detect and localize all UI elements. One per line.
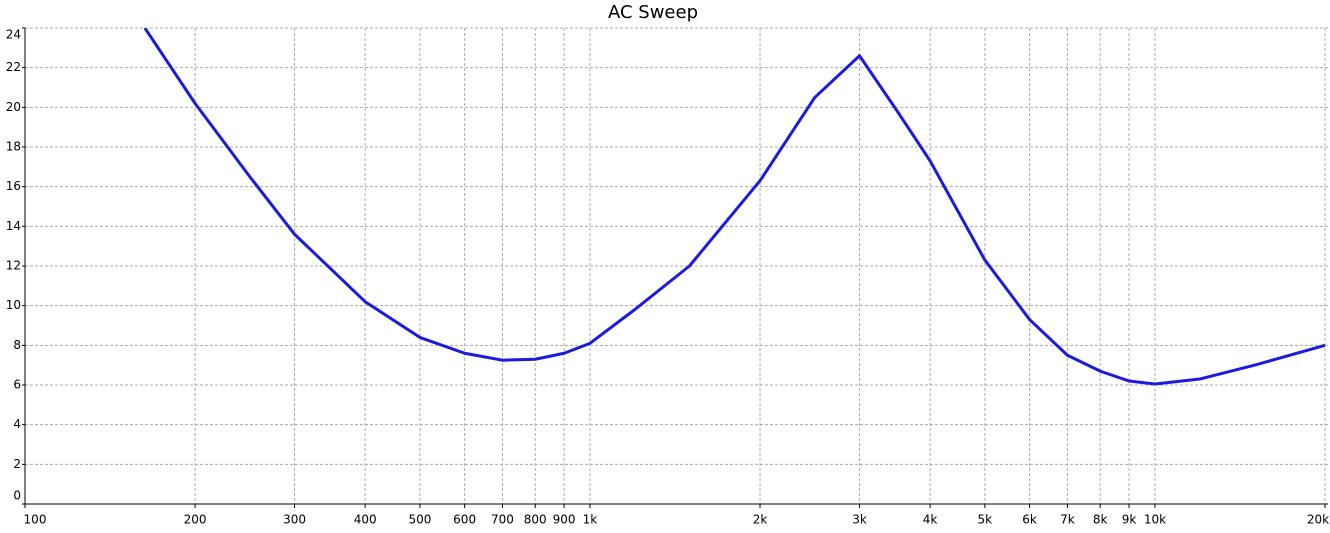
y-tick-label: 0 [13,489,21,503]
x-tick-label: 700 [491,513,514,527]
x-tick-label: 300 [283,513,306,527]
x-tick-label: 3k [852,513,867,527]
x-tick-label: 8k [1093,513,1108,527]
y-tick-label: 2 [13,457,21,471]
x-tick-label: 400 [354,513,377,527]
y-tick-label: 4 [13,417,21,431]
y-tick-label: 22 [6,60,21,74]
x-tick-label: 9k [1122,513,1137,527]
y-tick-label: 18 [6,140,21,154]
x-tick-label: 800 [524,513,547,527]
x-tick-label: 100 [24,513,47,527]
x-tick-label: 500 [408,513,431,527]
x-tick-label: 20k [1307,513,1329,527]
y-tick-label: 14 [6,219,21,233]
y-tick-label: 20 [6,100,21,114]
x-tick-label: 900 [553,513,576,527]
y-tick-label: 12 [6,259,21,273]
series-line [143,28,1326,386]
y-tick-label: 10 [6,298,21,312]
y-tick-label: 6 [13,378,21,392]
chart-title: AC Sweep [608,2,698,23]
x-tick-label: 600 [453,513,476,527]
x-tick-label: 2k [753,513,768,527]
y-tick-label: 24 [6,28,21,42]
x-tick-label: 6k [1022,513,1037,527]
x-tick-label: 200 [184,513,207,527]
x-tick-label: 7k [1060,513,1075,527]
y-tick-label: 16 [6,179,21,193]
x-tick-label: 4k [923,513,938,527]
y-tick-label: 8 [13,338,21,352]
x-tick-label: 10k [1144,513,1166,527]
x-tick-label: 1k [583,513,598,527]
x-tick-label: 5k [978,513,993,527]
